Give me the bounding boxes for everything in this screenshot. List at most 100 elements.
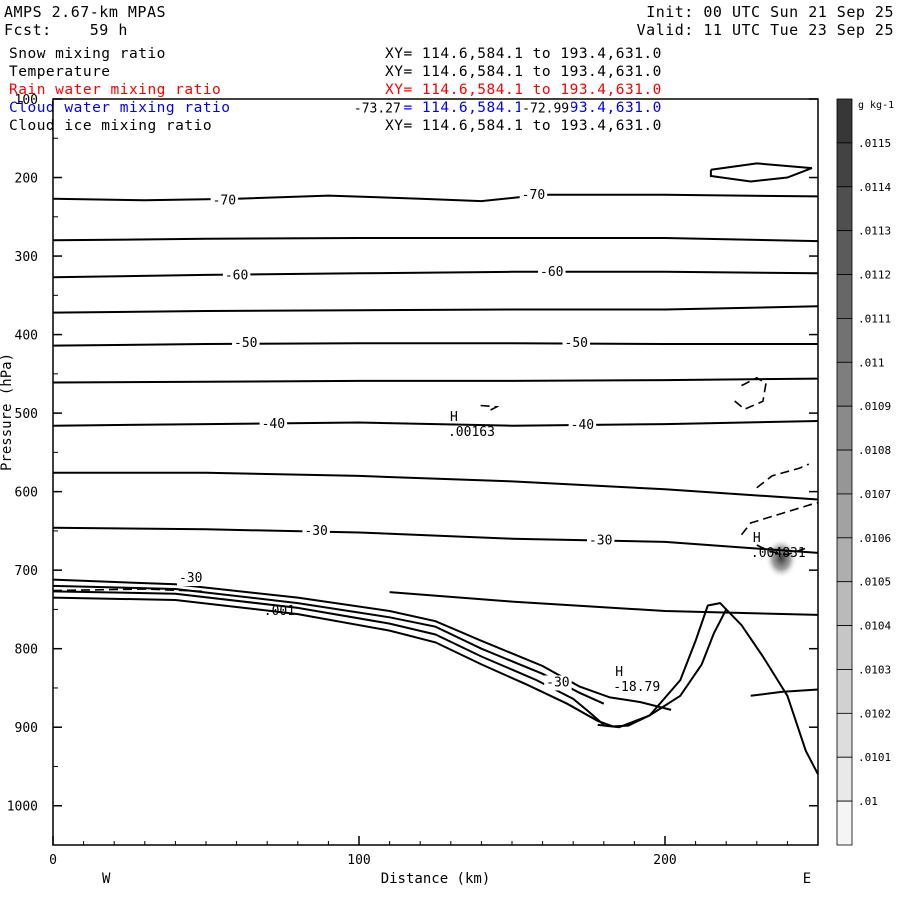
label-background — [222, 268, 251, 284]
temperature-contour — [52, 270, 819, 279]
temperature-contour — [52, 526, 819, 554]
label-background — [302, 523, 330, 539]
temperature-contour — [52, 305, 819, 314]
x-axis-label: Distance (km) — [381, 871, 491, 887]
x-tick-label: 200 — [653, 853, 676, 868]
model-title: AMPS 2.67-km MPAS — [4, 3, 167, 21]
temperature-contour — [52, 193, 819, 203]
colorbar-bin — [836, 186, 853, 232]
contour-label: -50 — [565, 336, 588, 351]
contour-label: -72.99 — [522, 101, 569, 116]
contour-label: -73.27 — [354, 101, 401, 116]
y-tick-label: 200 — [15, 172, 38, 187]
colorbar-bin — [836, 318, 853, 363]
label-background — [520, 101, 572, 117]
forecast-hour: Fcst: 59 h — [4, 21, 128, 39]
temperature-contour — [53, 471, 819, 501]
terrain-contour — [52, 578, 672, 711]
init-time: Init: 00 UTC Sun 21 Sep 25 — [646, 3, 894, 21]
colorbar-label: .0114 — [858, 181, 891, 194]
contour-label: -30 — [546, 675, 569, 690]
ice-contour — [709, 162, 813, 183]
y-tick-label: 500 — [15, 407, 38, 422]
dashed-contour — [731, 376, 767, 411]
temperature-contour — [52, 377, 819, 384]
contour-label: -30 — [589, 533, 612, 548]
field-name: Temperature — [9, 64, 111, 80]
colorbar-bin — [836, 625, 853, 670]
terrain-contour — [597, 602, 819, 775]
colorbar-label: .0112 — [858, 269, 891, 282]
colorbar-label: .0113 — [858, 225, 891, 238]
label-background — [176, 571, 205, 587]
y-tick-label: 400 — [15, 329, 38, 344]
label-background — [519, 187, 548, 203]
colorbar-label: .0103 — [858, 663, 891, 676]
colorbar-bin — [836, 98, 853, 144]
y-tick-label: 800 — [15, 643, 38, 658]
colorbar-label: .0102 — [858, 707, 891, 720]
dashed-contour — [478, 404, 500, 411]
y-tick-label: 900 — [15, 721, 38, 736]
forecast-value: 59 h — [89, 21, 128, 39]
colorbar-bin — [836, 274, 853, 319]
colorbar-bin — [836, 493, 853, 539]
terrain-contour-label: .001 — [264, 604, 295, 619]
y-axis-label: Pressure (hPa) — [0, 353, 15, 471]
contour-label: -50 — [234, 336, 257, 351]
field-name: Cloud ice mixing ratio — [9, 118, 213, 134]
y-tick-label: 300 — [15, 250, 38, 265]
colorbar-label: .0101 — [858, 751, 891, 764]
colorbar-bin — [836, 142, 853, 188]
y-tick-label: 1000 — [7, 800, 38, 815]
label-background — [562, 336, 591, 352]
colorbar-bin — [836, 581, 853, 626]
field-name: Rain water mixing ratio — [9, 82, 222, 98]
terrain-contour — [389, 591, 819, 616]
label-background — [351, 101, 403, 117]
field-name: Snow mixing ratio — [9, 46, 166, 62]
extremum-value: -18.79 — [613, 680, 660, 695]
colorbar-label: .0105 — [858, 576, 891, 589]
contour-label: -60 — [225, 269, 248, 284]
colorbar-bin — [836, 449, 853, 495]
x-tick-label: 100 — [347, 853, 370, 868]
label-background — [544, 675, 572, 691]
label-background — [586, 533, 615, 549]
colorbar-label: .0108 — [858, 444, 891, 457]
contour-label: -70 — [522, 188, 545, 203]
extremum-value: .00163 — [448, 425, 495, 440]
dashed-contour — [740, 501, 819, 536]
field-name: Cloud water mixing ratio — [9, 100, 231, 116]
colorbar-label: .0106 — [858, 532, 891, 545]
colorbar-label: .0115 — [858, 137, 891, 150]
contour-label: -40 — [571, 418, 594, 433]
terrain-contour — [52, 596, 728, 728]
plot-frame — [52, 98, 819, 846]
valid-time: Valid: 11 UTC Tue 23 Sep 25 — [636, 21, 894, 39]
field-coords: XY= 114.6,584.1 to 193.4,631.0 — [385, 118, 662, 134]
colorbar-label: .01 — [858, 795, 878, 808]
field-coords: XY= 114.6,584.1 to 193.4,631.0 — [385, 82, 662, 98]
field-coords: XY= 114.6,584.1 to 193.4,631.0 — [385, 64, 662, 80]
terrain-contour — [750, 688, 819, 697]
x-tick-label: 0 — [49, 853, 57, 868]
colorbar-bin — [836, 756, 853, 802]
contour-label: -70 — [213, 193, 236, 208]
label-background — [568, 417, 597, 433]
contour-label: -30 — [179, 571, 202, 586]
label-background — [232, 336, 260, 352]
colorbar-label: .011 — [858, 356, 885, 369]
colorbar-bin — [836, 669, 853, 714]
contour-label: -30 — [304, 524, 327, 539]
terrain-contour — [52, 584, 605, 705]
forecast-label: Fcst: — [4, 21, 52, 39]
colorbar-bin — [836, 537, 853, 583]
colorbar-bin — [836, 800, 853, 846]
extremum-symbol: H — [615, 665, 623, 680]
y-tick-label: 700 — [15, 564, 38, 579]
y-tick-label: 100 — [15, 93, 38, 108]
temperature-contour — [52, 237, 819, 243]
colorbar-label: .0109 — [858, 400, 891, 413]
contour-label: -40 — [262, 417, 285, 432]
